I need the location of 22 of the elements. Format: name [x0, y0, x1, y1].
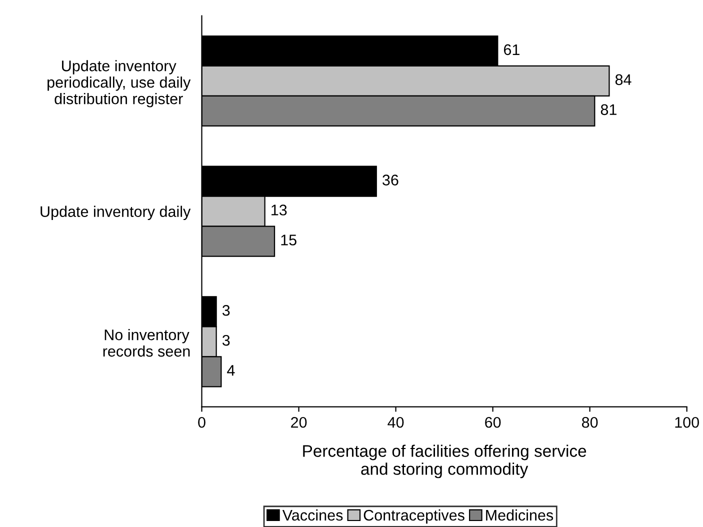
data-label: 4 — [227, 365, 235, 376]
y-tick-label: Update inventory periodically, use daily distribution register — [48, 60, 191, 108]
x-tick-label: 60 — [485, 416, 501, 428]
data-label: 61 — [504, 44, 520, 56]
y-tick-label: Update inventory daily — [40, 206, 191, 220]
legend-label: Contraceptives — [364, 509, 464, 524]
data-label: 3 — [222, 304, 230, 316]
y-tick-label: No inventory records seen — [103, 329, 190, 357]
legend-label: Medicines — [486, 509, 554, 521]
data-label: 3 — [222, 334, 230, 346]
x-tick-label: 0 — [198, 416, 206, 428]
x-tick-label: 40 — [388, 416, 404, 428]
x-tick-label: 80 — [582, 416, 598, 428]
data-label: 81 — [600, 104, 616, 116]
data-label: 36 — [382, 174, 398, 186]
data-label: 13 — [272, 204, 287, 216]
data-label: 84 — [615, 74, 632, 86]
data-label: 15 — [281, 234, 296, 246]
legend-label: Vaccines — [282, 509, 343, 521]
x-tick-label: 20 — [291, 416, 307, 428]
x-axis-title: Percentage of facilities offering service and storing commodity — [303, 444, 586, 478]
x-tick-label: 100 — [675, 416, 699, 428]
